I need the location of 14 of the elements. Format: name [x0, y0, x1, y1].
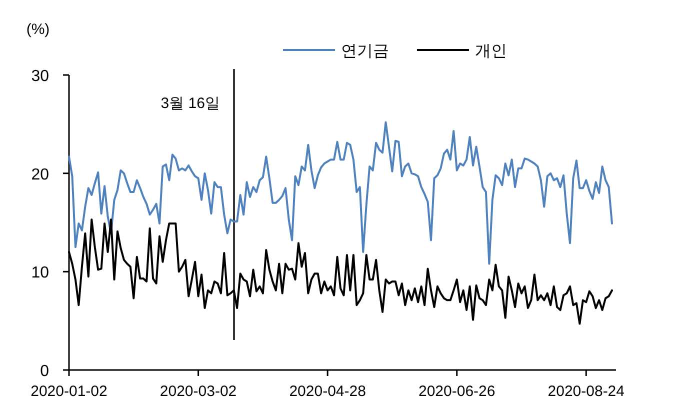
y-tick-label: 30 [31, 68, 50, 85]
y-tick-label: 20 [31, 166, 50, 184]
y-axis-title: (%) [26, 21, 50, 38]
y-tick-label: 0 [40, 363, 50, 380]
annotation: 3월 16일 [160, 95, 220, 112]
line-series [68, 121, 613, 265]
x-tick-label: 2020-06-26 [418, 383, 496, 400]
x-tick-label: 2020-03-02 [160, 383, 237, 400]
legend-label: 연기금 [341, 43, 389, 60]
x-tick-label: 2020-01-02 [30, 383, 108, 400]
x-tick-label: 2020-08-24 [548, 383, 625, 400]
x-tick-label: 2020-04-28 [289, 383, 366, 400]
y-tick-label: 10 [31, 264, 50, 282]
legend-label: 개인 [475, 43, 507, 60]
